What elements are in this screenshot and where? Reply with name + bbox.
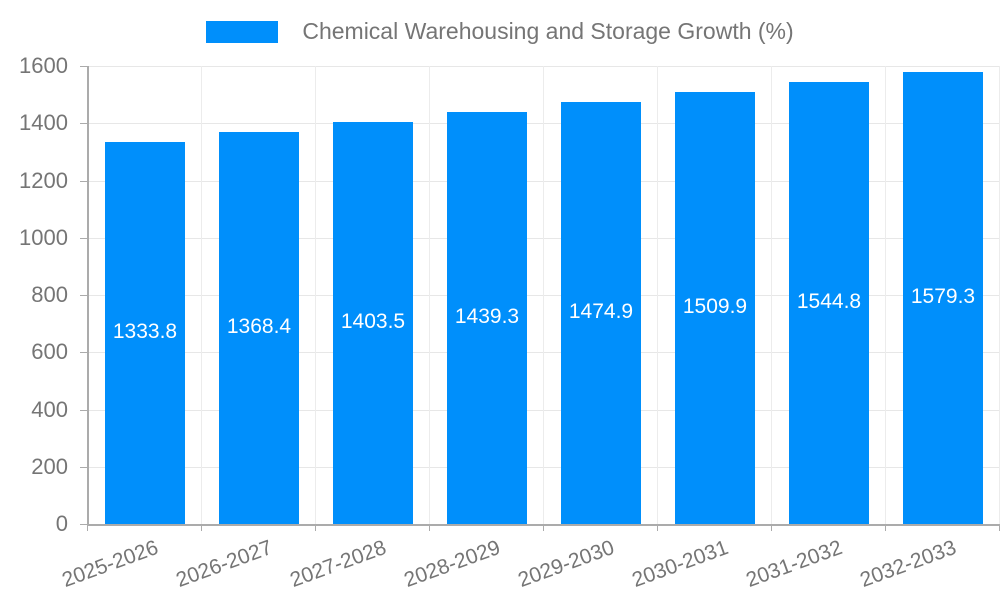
x-axis-category-label: 2029-2030 <box>514 536 617 592</box>
y-axis-tick-label: 600 <box>31 339 68 365</box>
bar-value-label: 1474.9 <box>568 299 634 323</box>
x-axis-tick <box>315 524 316 531</box>
bar[interactable]: 1544.8 <box>789 81 869 524</box>
bar-value-label: 1439.3 <box>454 304 520 328</box>
bar[interactable]: 1333.8 <box>105 142 185 524</box>
y-axis-tick-label: 1000 <box>19 224 68 250</box>
y-axis-tick <box>80 295 88 296</box>
x-axis-tick <box>885 524 886 531</box>
v-gridline <box>771 66 772 524</box>
bar-value-label: 1368.4 <box>226 315 292 339</box>
y-axis-tick <box>80 180 88 182</box>
y-axis-tick-label: 800 <box>31 282 68 307</box>
y-axis-tick <box>80 237 88 239</box>
y-axis-tick-label: 0 <box>55 511 68 536</box>
y-axis-tick-label: 200 <box>31 453 68 479</box>
y-axis-tick <box>80 524 88 525</box>
y-axis-tick <box>80 66 88 67</box>
v-gridline <box>543 66 544 524</box>
x-axis-category-label: 2026-2027 <box>172 536 275 592</box>
bar-value-label: 1509.9 <box>682 294 748 318</box>
v-gridline <box>201 66 202 524</box>
h-gridline <box>88 295 1000 296</box>
bar[interactable]: 1474.9 <box>561 101 641 524</box>
h-gridline <box>88 466 1000 468</box>
x-axis-category-label: 2028-2029 <box>400 536 503 592</box>
x-axis-tick <box>771 524 772 531</box>
x-axis-line <box>88 524 1000 526</box>
x-axis-category-label: 2031-2032 <box>742 536 845 592</box>
h-gridline <box>88 409 1000 411</box>
legend[interactable]: Chemical Warehousing and Storage Growth … <box>0 18 1000 45</box>
y-axis-tick <box>80 466 88 468</box>
x-axis-category-label: 2030-2031 <box>628 536 731 592</box>
x-axis-tick <box>657 524 658 531</box>
x-axis-category-label: 2032-2033 <box>856 536 959 592</box>
bar[interactable]: 1439.3 <box>447 112 527 524</box>
v-gridline <box>657 66 658 524</box>
h-gridline <box>88 123 1000 125</box>
bar[interactable]: 1403.5 <box>333 122 413 524</box>
legend-swatch <box>206 20 279 43</box>
bar-value-label: 1333.8 <box>112 320 178 344</box>
x-axis-tick <box>429 524 430 531</box>
y-axis-tick <box>80 409 88 411</box>
v-gridline <box>429 66 430 524</box>
x-axis-tick <box>87 524 88 531</box>
bar[interactable]: 1368.4 <box>219 132 299 524</box>
y-axis-tick <box>80 123 88 125</box>
bar-value-label: 1544.8 <box>796 289 862 313</box>
bar[interactable]: 1579.3 <box>903 71 983 524</box>
h-gridline <box>88 66 1000 67</box>
y-axis-tick <box>80 352 88 354</box>
y-axis-line <box>87 66 89 524</box>
bar[interactable]: 1509.9 <box>675 91 755 524</box>
x-axis-tick <box>543 524 544 531</box>
y-axis-tick-label: 400 <box>31 396 68 422</box>
x-axis-category-label: 2025-2026 <box>58 536 161 592</box>
legend-series-label: Chemical Warehousing and Storage Growth … <box>302 18 794 44</box>
v-gridline <box>315 66 316 524</box>
h-gridline <box>88 352 1000 354</box>
bar-value-label: 1403.5 <box>340 310 406 334</box>
h-gridline <box>88 237 1000 239</box>
v-gridline <box>885 66 886 524</box>
x-axis-category-label: 2027-2028 <box>286 536 389 592</box>
bar-value-label: 1579.3 <box>910 284 976 308</box>
h-gridline <box>88 180 1000 182</box>
y-axis-tick-label: 1400 <box>19 110 68 136</box>
y-axis-tick-label: 1200 <box>19 167 68 193</box>
x-axis-tick <box>201 524 202 531</box>
y-axis-tick-label: 1600 <box>19 53 68 78</box>
